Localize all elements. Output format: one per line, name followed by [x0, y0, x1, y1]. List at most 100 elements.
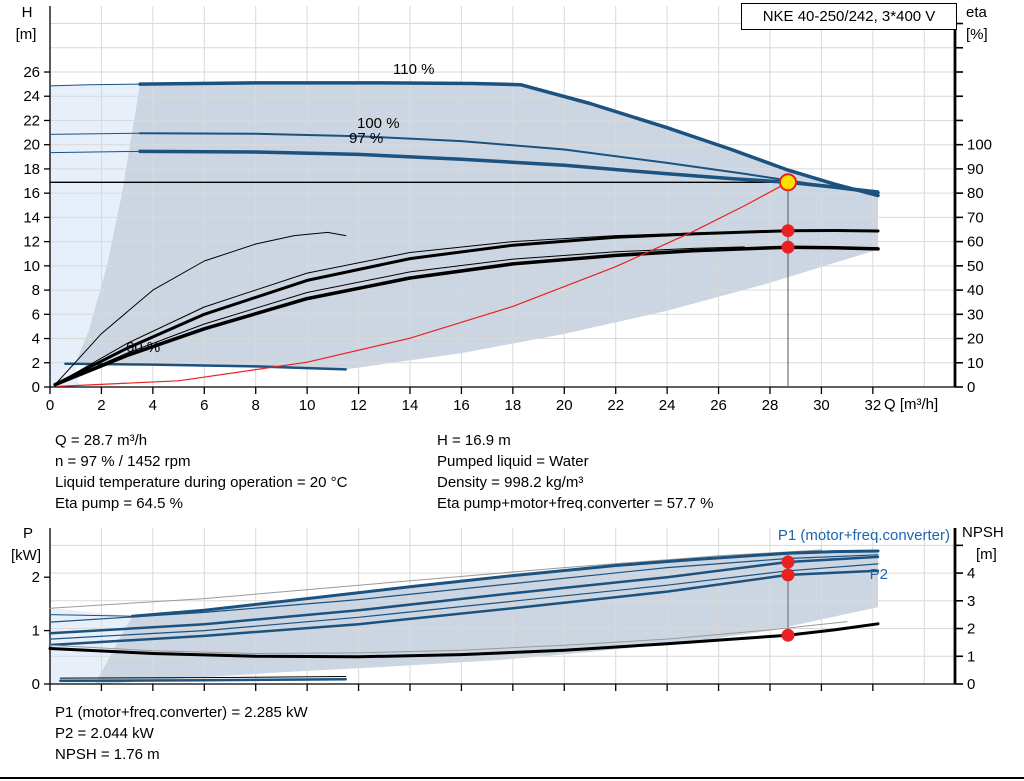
- svg-text:10: 10: [299, 397, 316, 414]
- pump-title-box: NKE 40-250/242, 3*400 V: [741, 3, 957, 30]
- svg-text:4: 4: [32, 331, 40, 348]
- svg-text:2: 2: [32, 355, 40, 372]
- eta-total: [53, 245, 880, 387]
- p2-marker: [781, 568, 795, 582]
- svg-text:2: 2: [97, 397, 105, 414]
- svg-text:22: 22: [23, 112, 40, 129]
- svg-text:18: 18: [505, 397, 522, 414]
- duty-point-marker: [778, 173, 797, 192]
- npsh-thin: [49, 621, 848, 654]
- curve-label: 60 %: [126, 339, 160, 356]
- svg-text:32: 32: [865, 397, 882, 414]
- qh-97: [138, 149, 880, 195]
- svg-text:100: 100: [967, 137, 992, 154]
- svg-text:8: 8: [32, 282, 40, 299]
- svg-text:6: 6: [200, 397, 208, 414]
- svg-text:14: 14: [402, 397, 419, 414]
- result-block: P1 (motor+freq.converter) = 2.285 kW P2 …: [55, 702, 308, 765]
- curve-label: 97 %: [349, 130, 383, 147]
- svg-text:30: 30: [813, 397, 830, 414]
- svg-text:4: 4: [149, 397, 157, 414]
- qh-eta-chart: 0246810121416182022242601020304050607080…: [23, 6, 992, 414]
- qh-eta-chart-tick-labels: 0246810121416182022242601020304050607080…: [23, 22, 992, 414]
- footer-rule: [0, 777, 1024, 779]
- info-temp: Liquid temperature during operation = 20…: [55, 474, 348, 491]
- svg-text:28: 28: [762, 397, 779, 414]
- npsh-marker: [781, 628, 795, 642]
- svg-text:0: 0: [967, 676, 975, 693]
- p1-marker: [781, 555, 795, 569]
- npsh-axis-title: NPSH: [962, 524, 1004, 541]
- curve-label: 110 %: [393, 61, 434, 78]
- svg-text:2: 2: [967, 621, 975, 638]
- duty-info-right: H = 16.9 m Pumped liquid = Water Density…: [437, 430, 713, 514]
- svg-text:24: 24: [23, 88, 40, 105]
- eta-pump-60: [54, 231, 347, 386]
- q-axis-title: Q [m³/h]: [884, 396, 939, 413]
- svg-text:22: 22: [607, 397, 624, 414]
- npsh-axis-unit: [m]: [976, 546, 997, 563]
- eta-axis-title: eta: [966, 4, 987, 21]
- result-p1: P1 (motor+freq.converter) = 2.285 kW: [55, 704, 308, 721]
- p-60: [59, 677, 347, 683]
- svg-text:20: 20: [556, 397, 573, 414]
- qh-110: [138, 81, 880, 198]
- svg-text:1: 1: [32, 623, 40, 640]
- power-npsh-chart-axes: [49, 528, 957, 685]
- p-60-black: [59, 676, 347, 679]
- svg-text:3: 3: [967, 593, 975, 610]
- p-envelope-dark: [95, 551, 878, 684]
- envelope-dark: [74, 82, 878, 370]
- eta-axis-unit: [%]: [966, 26, 988, 43]
- svg-text:70: 70: [967, 209, 984, 226]
- envelope-light: [50, 84, 140, 387]
- svg-text:90: 90: [967, 161, 984, 178]
- npsh: [48, 622, 880, 659]
- svg-text:30: 30: [967, 306, 984, 323]
- curve-label: P1 (motor+freq.converter): [778, 527, 950, 544]
- svg-text:20: 20: [23, 137, 40, 154]
- qh-100-thin: [49, 132, 141, 135]
- p-gray-thin: [49, 549, 822, 609]
- info-density: Density = 998.2 kg/m³: [437, 474, 584, 491]
- svg-text:4: 4: [967, 565, 975, 582]
- svg-text:16: 16: [23, 185, 40, 202]
- info-h: H = 16.9 m: [437, 432, 511, 449]
- eta-pump: [53, 229, 880, 387]
- eta-pump-marker: [781, 224, 795, 238]
- info-eta-total: Eta pump+motor+freq.converter = 57.7 %: [437, 495, 714, 512]
- p1-110-thin: [49, 614, 133, 617]
- qh-eta-chart-axes: [49, 6, 957, 388]
- svg-text:14: 14: [23, 209, 40, 226]
- svg-text:0: 0: [967, 379, 975, 396]
- result-npsh: NPSH = 1.76 m: [55, 746, 160, 763]
- svg-text:8: 8: [252, 397, 260, 414]
- svg-text:80: 80: [967, 185, 984, 202]
- svg-text:18: 18: [23, 161, 40, 178]
- qh-110-thin: [49, 83, 141, 87]
- power-npsh-chart: 0 1 2 0 1 2 3 4 P1 (motor+freq.converter) P2: [32, 527, 976, 693]
- svg-text:12: 12: [350, 397, 367, 414]
- svg-text:10: 10: [967, 355, 984, 372]
- curve-label: P2: [870, 566, 888, 583]
- svg-text:12: 12: [23, 234, 40, 251]
- curve-label: 100 %: [357, 115, 400, 132]
- svg-text:6: 6: [32, 306, 40, 323]
- svg-text:1: 1: [967, 648, 975, 665]
- p1-110: [130, 549, 880, 618]
- h-axis-title: H: [21, 4, 33, 21]
- result-p2: P2 = 2.044 kW: [55, 725, 154, 742]
- power-npsh-chart-tick-labels: 0 1 2 0 1 2 3 4: [32, 544, 975, 693]
- svg-text:0: 0: [32, 676, 40, 693]
- info-q: Q = 28.7 m³/h: [55, 432, 148, 449]
- svg-text:0: 0: [32, 379, 40, 396]
- h-axis-unit: [m]: [15, 26, 37, 43]
- svg-text:0: 0: [46, 397, 54, 414]
- qh-97-thin: [49, 150, 141, 154]
- info-liquid: Pumped liquid = Water: [437, 453, 589, 470]
- info-eta: Eta pump = 64.5 %: [55, 495, 183, 512]
- svg-text:50: 50: [967, 258, 984, 275]
- svg-text:2: 2: [32, 569, 40, 586]
